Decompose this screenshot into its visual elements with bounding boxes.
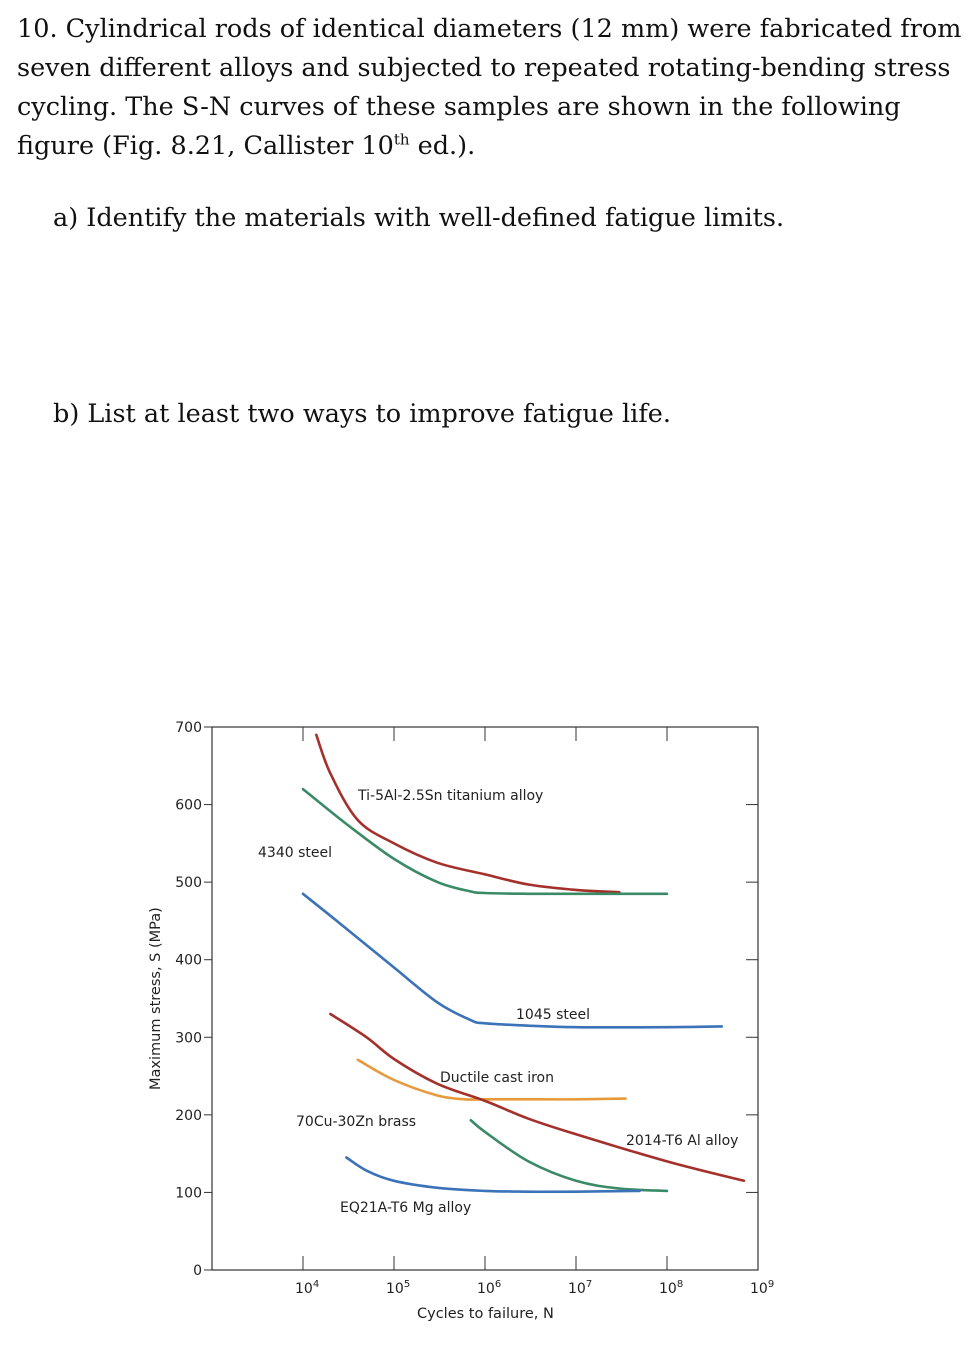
label-4340-steel: 4340 steel [258, 845, 332, 861]
label-2014-al-alloy: 2014-T6 Al alloy [626, 1133, 738, 1149]
x-tick-label: 108 [659, 1279, 683, 1297]
question-text: 10. Cylindrical rods of identical diamet… [17, 10, 962, 166]
series-line-5 [469, 1119, 669, 1193]
series-line-0 [315, 733, 621, 894]
question-body: Cylindrical rods of identical diameters … [17, 14, 962, 161]
x-tick-label: 104 [295, 1279, 319, 1297]
series-line-4 [329, 1012, 746, 1183]
series-line-1 [301, 787, 669, 896]
x-tick-label: 109 [750, 1279, 774, 1297]
axis-tick-labels: 0 100 200 300 400 500 600 700 104 105 106 107 108 109 [175, 720, 774, 1297]
y-tick-label: 300 [175, 1030, 202, 1046]
label-mg-alloy: EQ21A-T6 Mg alloy [340, 1200, 471, 1216]
label-1045-steel: 1045 steel [516, 1007, 590, 1023]
x-axis-title: Cycles to failure, N [417, 1306, 554, 1322]
y-tick-label: 600 [175, 798, 202, 814]
part-b-question: b) List at least two ways to improve fat… [53, 399, 671, 429]
y-tick-label: 200 [175, 1108, 202, 1124]
axis-ticks [204, 726, 759, 1271]
x-tick-label: 106 [477, 1279, 501, 1297]
data-curves [301, 733, 746, 1194]
y-tick-label: 400 [175, 953, 202, 969]
y-tick-label: 100 [175, 1185, 202, 1201]
question-number: 10. [17, 14, 58, 44]
y-tick-label: 0 [193, 1263, 202, 1279]
x-tick-label: 107 [568, 1279, 592, 1297]
label-ti-alloy: Ti-5Al-2.5Sn titanium alloy [357, 788, 543, 804]
part-a-question: a) Identify the materials with well-defi… [53, 203, 785, 233]
series-line-2 [301, 892, 724, 1029]
label-brass: 70Cu-30Zn brass [296, 1114, 416, 1130]
series-line-3 [356, 1058, 627, 1101]
question-superscript: th [393, 130, 410, 149]
y-tick-label: 500 [175, 875, 202, 891]
y-axis-title: Maximum stress, S (MPa) [148, 907, 164, 1090]
question-body-end: ed.). [409, 131, 476, 161]
series-line-6 [345, 1156, 641, 1194]
y-tick-label: 700 [175, 720, 202, 736]
plot-frame [211, 726, 759, 1271]
label-ductile-cast-iron: Ductile cast iron [440, 1070, 554, 1086]
x-tick-label: 105 [386, 1279, 410, 1297]
